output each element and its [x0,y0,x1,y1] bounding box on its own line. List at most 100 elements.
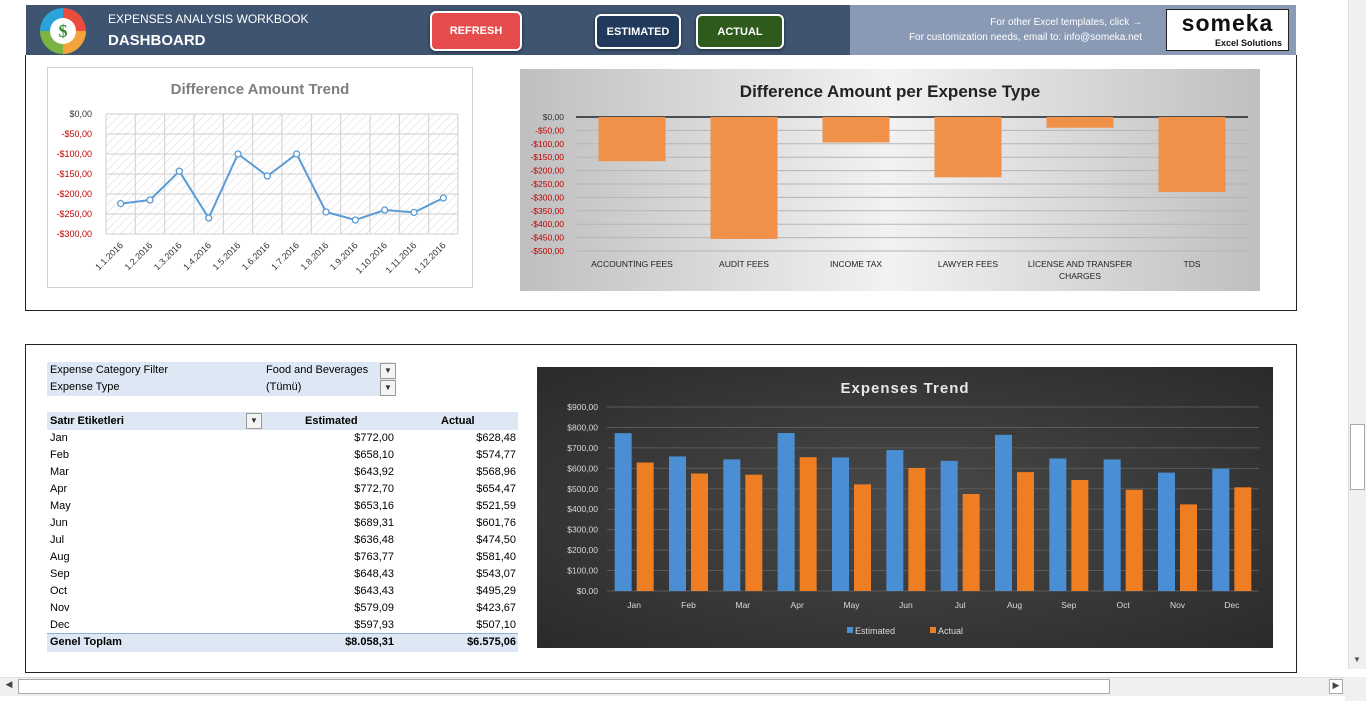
y-tick-label: -$300,00 [530,192,564,202]
expenses-trend-chart[interactable]: Expenses Trend $900,00 $800,00 $700,00 $600… [537,367,1273,648]
x-tick-label: 1.7.2016 [269,240,301,272]
filter-row-category [47,362,395,379]
legend-label[interactable]: Actual [938,626,963,636]
y-tick-label: $600,00 [567,463,598,473]
filter-funnel-icon[interactable]: ▼ [246,413,262,429]
bar-actual[interactable] [962,493,980,591]
estimated-button[interactable]: ESTIMATED [595,14,681,49]
bar-estimated[interactable] [723,459,741,591]
data-point[interactable] [410,208,418,217]
bar-estimated[interactable] [1212,468,1230,591]
bar-actual[interactable] [908,467,926,591]
bar-actual[interactable] [636,462,654,591]
pivot-actual-cell: $495,29 [476,585,516,597]
workbook-title: EXPENSES ANALYSIS WORKBOOK [108,12,309,26]
bar[interactable] [598,117,666,162]
pivot-total-estimated: $8.058,31 [345,636,394,648]
data-point[interactable] [205,214,213,222]
y-tick-label: -$200,00 [56,189,92,199]
pivot-month-cell: Dec [50,619,70,631]
brand-logo[interactable] [1166,9,1289,51]
refresh-button[interactable]: REFRESH [430,11,522,51]
bar-estimated[interactable] [940,460,958,591]
legend-label[interactable]: Estimated [855,626,895,636]
scroll-right-icon[interactable]: ▶ [1329,679,1343,694]
templates-link[interactable]: For other Excel templates, click → [990,17,1142,28]
pivot-month-cell: Jun [50,517,68,529]
bar[interactable] [710,117,778,239]
y-tick-label: -$450,00 [530,233,564,243]
bar-actual[interactable] [1234,487,1252,591]
category-filter-value[interactable]: Food and Beverages [266,364,369,376]
y-tick-label: -$200,00 [530,166,564,176]
vertical-scroll-thumb[interactable] [1350,424,1365,490]
pivot-total-actual: $6.575,06 [467,636,516,648]
type-filter-value[interactable]: (Tümü) [266,381,302,393]
bar-actual[interactable] [854,484,871,591]
data-point[interactable] [293,150,301,158]
bar-actual[interactable] [691,473,708,591]
pivot-estimated-cell: $579,09 [354,602,394,614]
difference-trend-chart[interactable]: Difference Amount Trend $0,00 -$50,00 -$10… [47,67,473,288]
actual-button[interactable]: ACTUAL [696,14,784,49]
data-point[interactable] [175,167,183,175]
bar[interactable] [934,117,1002,178]
y-tick-label: -$300,00 [56,229,92,239]
bar-estimated[interactable] [1158,472,1175,591]
bar-actual[interactable] [1071,479,1089,591]
bar-estimated[interactable] [669,456,686,591]
data-point[interactable] [263,172,271,180]
data-point[interactable] [117,199,125,208]
data-point[interactable] [322,208,330,216]
data-point[interactable] [351,216,359,224]
pivot-estimated-cell: $643,92 [354,466,394,478]
bar[interactable] [1046,117,1114,128]
x-tick-label: LİCENSE AND TRANSFER [1028,259,1132,269]
vertical-scrollbar[interactable] [1348,0,1366,669]
bar-actual[interactable] [745,474,763,591]
legend-swatch [930,627,936,633]
data-point[interactable] [146,196,154,204]
scroll-left-icon[interactable]: ◀ [5,679,13,689]
pivot-total-label: Genel Toplam [50,636,122,648]
chevron-down-icon[interactable]: ▼ [380,380,396,396]
horizontal-scroll-thumb[interactable] [18,679,1110,694]
pivot-month-cell: Nov [50,602,70,614]
bar-estimated[interactable] [614,433,632,591]
pivot-estimated-header: Estimated [305,415,358,427]
data-point[interactable] [439,194,447,202]
y-tick-label: $0,00 [577,586,599,596]
scroll-down-icon[interactable]: ▼ [1353,655,1361,664]
bar-estimated[interactable] [995,434,1012,591]
bar-estimated[interactable] [832,457,849,591]
bar-estimated[interactable] [1103,459,1121,591]
difference-per-type-svg: Difference Amount per Expense Type $0,00… [530,82,1248,281]
bar-actual[interactable] [1180,504,1197,591]
bar[interactable] [1158,117,1226,193]
x-tick-label: Jun [899,600,913,610]
category-filter-label: Expense Category Filter [50,364,168,376]
bar[interactable] [822,117,890,143]
x-tick-label: 1.4.2016 [181,240,213,272]
difference-per-type-chart[interactable]: Difference Amount per Expense Type $0,00… [520,69,1260,291]
bar-actual[interactable] [1017,472,1034,591]
bar-estimated[interactable] [777,433,795,591]
bar-actual[interactable] [1125,489,1143,591]
pivot-month-cell: Sep [50,568,70,580]
x-tick-label: AUDİT FEES [719,259,769,269]
data-point[interactable] [381,206,389,214]
y-tick-label: $200,00 [567,545,598,555]
y-tick-label: -$250,00 [530,179,564,189]
x-tick-label: ACCOUNTİNG FEES [591,259,673,269]
pivot-month-cell: Aug [50,551,70,563]
y-tick-label: $100,00 [567,566,598,576]
x-tick-label: INCOME TAX [830,259,882,269]
bar-actual[interactable] [799,457,817,591]
bar-estimated[interactable] [1049,458,1067,591]
pivot-estimated-cell: $597,93 [354,619,394,631]
filter-funnel-icon[interactable]: ▼ [380,363,396,379]
x-tick-label: Sep [1061,600,1076,610]
bar-estimated[interactable] [886,450,904,591]
series-line [120,152,444,222]
data-point[interactable] [234,150,242,158]
